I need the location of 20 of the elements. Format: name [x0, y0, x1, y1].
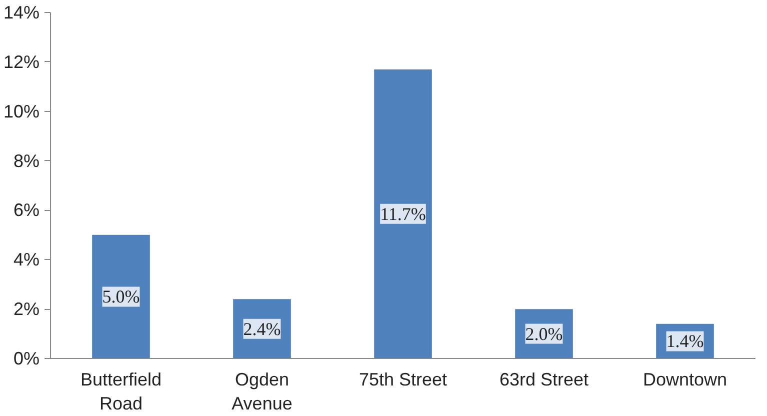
y-tick-label: 6%: [13, 200, 40, 220]
y-tick-label: 14%: [3, 2, 40, 22]
bar: [374, 69, 432, 358]
x-tick-label: 63rd Street: [499, 370, 589, 390]
data-label: 1.4%: [666, 331, 704, 352]
data-label: 5.0%: [102, 286, 140, 307]
y-tick-label: 4%: [13, 250, 40, 270]
y-tick-label: 10%: [3, 101, 40, 122]
bar: [92, 234, 150, 358]
y-tick-label: 2%: [13, 299, 40, 320]
data-label: 2.4%: [243, 318, 281, 339]
data-label: 2.0%: [525, 324, 563, 344]
x-tick-label: 75th Street: [358, 370, 448, 390]
x-tick-label: Butterfield Road: [80, 370, 162, 414]
data-label: 11.7%: [380, 204, 426, 224]
y-tick-label: 12%: [3, 52, 40, 72]
y-tick-label: 0%: [13, 348, 40, 368]
x-tick-label: Ogden Avenue: [232, 370, 292, 414]
y-tick-label: 8%: [13, 150, 40, 171]
x-tick-label: Downtown: [642, 370, 728, 390]
